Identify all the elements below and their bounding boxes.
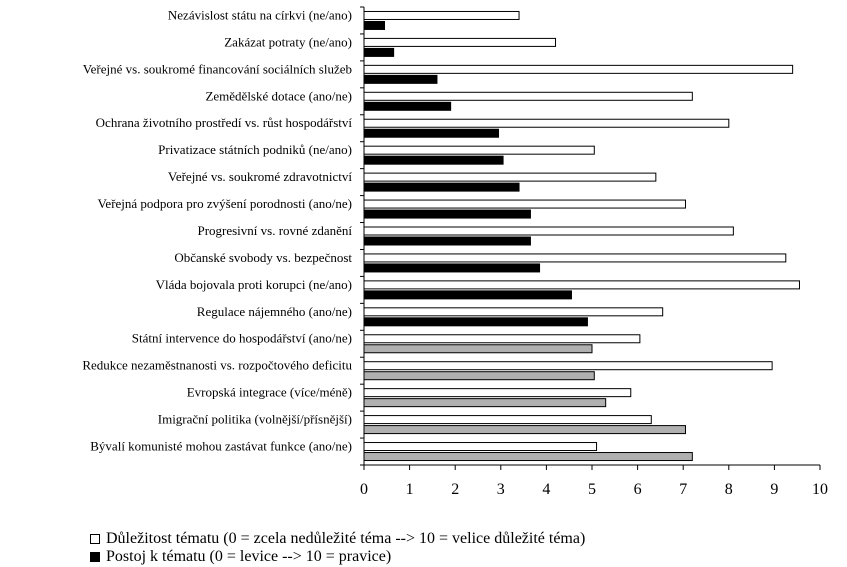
bar-position bbox=[363, 344, 593, 354]
bar-position bbox=[363, 425, 686, 435]
bar-position bbox=[363, 209, 531, 219]
bar-importance bbox=[363, 199, 686, 209]
x-tick-label: 10 bbox=[812, 481, 828, 498]
bar-position bbox=[363, 74, 438, 84]
bar-importance bbox=[363, 442, 598, 452]
bar-position bbox=[363, 452, 693, 462]
bar-importance bbox=[363, 10, 520, 20]
x-tick-label: 4 bbox=[542, 481, 550, 498]
x-tick-label: 5 bbox=[588, 481, 596, 498]
bar-position bbox=[363, 398, 607, 408]
bar-importance bbox=[363, 91, 693, 101]
category-label: Zemědělské dotace (ano/ne) bbox=[205, 88, 352, 103]
category-label: Imigrační politika (volnější/přísnější) bbox=[158, 412, 352, 427]
bar-importance bbox=[363, 226, 734, 236]
legend-item-importance: Důležitost tématu (0 = zcela nedůležité … bbox=[90, 530, 585, 548]
bar-importance bbox=[363, 334, 641, 344]
legend-swatch-black bbox=[90, 552, 100, 562]
bar-importance bbox=[363, 37, 557, 47]
category-label: Privatizace státních podniků (ne/ano) bbox=[158, 142, 352, 157]
x-tick-label: 8 bbox=[725, 481, 733, 498]
bar-position bbox=[363, 101, 452, 111]
category-label: Ochrana životního prostředí vs. růst hos… bbox=[96, 115, 353, 130]
bar-importance bbox=[363, 280, 800, 290]
category-label: Veřejné vs. soukromé financování sociáln… bbox=[83, 61, 352, 76]
category-label: Evropská integrace (více/méně) bbox=[187, 385, 352, 400]
bar-position bbox=[363, 182, 520, 192]
category-label: Státní intervence do hospodářství (ano/n… bbox=[132, 331, 352, 346]
bar-position bbox=[363, 47, 395, 57]
bar-position bbox=[363, 20, 386, 30]
category-label: Veřejná podpora pro zvýšení porodnosti (… bbox=[97, 196, 352, 211]
x-tick-label: 7 bbox=[679, 481, 687, 498]
bar-importance bbox=[363, 145, 595, 155]
x-tick-label: 1 bbox=[406, 481, 414, 498]
bar-position bbox=[363, 236, 531, 246]
bar-importance bbox=[363, 415, 652, 425]
bar-importance bbox=[363, 361, 773, 371]
bar-importance bbox=[363, 172, 657, 182]
bar-position bbox=[363, 155, 504, 165]
x-tick-label: 2 bbox=[451, 481, 459, 498]
bar-importance bbox=[363, 388, 632, 398]
category-label: Redukce nezaměstnanosti vs. rozpočtového… bbox=[82, 358, 352, 373]
x-tick-label: 0 bbox=[360, 481, 368, 498]
legend-swatch-white bbox=[90, 534, 100, 544]
bars bbox=[363, 10, 800, 462]
category-label: Regulace nájemného (ano/ne) bbox=[197, 304, 352, 319]
bar-importance bbox=[363, 118, 730, 128]
category-label: Progresivní vs. rovné zdanění bbox=[197, 223, 352, 238]
bar-importance bbox=[363, 64, 794, 74]
x-tick-label: 3 bbox=[497, 481, 505, 498]
legend-item-position: Postoj k tématu (0 = levice --> 10 = pra… bbox=[90, 548, 585, 566]
x-tick-label: 9 bbox=[770, 481, 778, 498]
x-tick-label: 6 bbox=[634, 481, 642, 498]
category-label: Občanské svobody vs. bezpečnost bbox=[174, 250, 352, 265]
bar-position bbox=[363, 317, 588, 327]
category-label: Bývalí komunisté mohou zastávat funkce (… bbox=[90, 439, 352, 454]
legend: Důležitost tématu (0 = zcela nedůležité … bbox=[90, 530, 585, 566]
legend-label-position: Postoj k tématu (0 = levice --> 10 = pra… bbox=[106, 548, 392, 565]
bar-position bbox=[363, 128, 500, 138]
category-labels: Nezávislost státu na církvi (ne/ano) Zaká… bbox=[82, 7, 352, 453]
bar-position bbox=[363, 371, 595, 381]
category-label: Zakázat potraty (ne/ano) bbox=[224, 34, 352, 49]
category-label: Nezávislost státu na církvi (ne/ano) bbox=[168, 7, 352, 22]
axes: 0 1 2 3 4 5 6 7 8 9 10 bbox=[360, 6, 828, 498]
bar-importance bbox=[363, 307, 664, 317]
bar-position bbox=[363, 263, 541, 273]
bar-position bbox=[363, 290, 572, 300]
category-label: Veřejné vs. soukromé zdravotnictví bbox=[168, 169, 353, 184]
bar-importance bbox=[363, 253, 787, 263]
legend-label-importance: Důležitost tématu (0 = zcela nedůležité … bbox=[106, 530, 586, 547]
category-label: Vláda bojovala proti korupci (ne/ano) bbox=[156, 277, 352, 292]
